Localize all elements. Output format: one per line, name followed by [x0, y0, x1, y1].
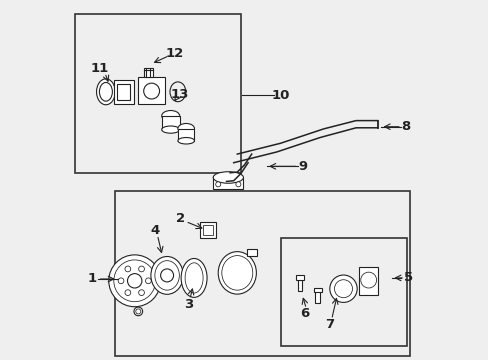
Bar — [115, 191, 409, 356]
Bar — [178, 129, 194, 141]
Circle shape — [118, 278, 123, 284]
Ellipse shape — [181, 258, 206, 297]
Text: 13: 13 — [170, 88, 188, 101]
Text: 7: 7 — [325, 318, 334, 331]
Circle shape — [139, 266, 144, 272]
Ellipse shape — [151, 256, 183, 294]
Bar — [138, 77, 165, 104]
Circle shape — [235, 182, 241, 187]
Bar — [117, 84, 130, 100]
Bar — [280, 238, 406, 346]
Bar — [75, 14, 241, 173]
Text: 8: 8 — [400, 120, 409, 133]
Text: 9: 9 — [298, 160, 307, 173]
Bar — [114, 80, 134, 104]
Bar — [143, 68, 152, 77]
Circle shape — [125, 290, 130, 296]
Ellipse shape — [162, 126, 179, 133]
Circle shape — [160, 269, 173, 282]
Circle shape — [108, 255, 160, 307]
Circle shape — [329, 275, 356, 302]
Bar — [315, 291, 319, 303]
Bar — [313, 288, 321, 292]
Text: 11: 11 — [90, 62, 109, 75]
Text: 5: 5 — [404, 271, 413, 284]
Ellipse shape — [178, 123, 194, 134]
Ellipse shape — [96, 79, 115, 105]
Bar — [246, 249, 257, 256]
Bar — [213, 177, 243, 189]
Text: 12: 12 — [165, 47, 184, 60]
Text: 3: 3 — [183, 298, 193, 311]
Circle shape — [134, 307, 142, 316]
Text: 4: 4 — [150, 224, 160, 237]
Bar — [298, 279, 302, 291]
Text: 1: 1 — [88, 273, 97, 285]
Circle shape — [127, 274, 142, 288]
Bar — [200, 222, 215, 238]
Bar — [358, 267, 378, 295]
Circle shape — [125, 266, 130, 272]
Text: 10: 10 — [271, 89, 289, 102]
Ellipse shape — [162, 111, 179, 121]
Ellipse shape — [213, 172, 243, 183]
Ellipse shape — [218, 252, 256, 294]
Bar — [296, 275, 304, 280]
Text: 2: 2 — [176, 212, 184, 225]
Circle shape — [145, 278, 151, 284]
Bar — [203, 225, 212, 235]
Circle shape — [139, 290, 144, 296]
Ellipse shape — [178, 138, 194, 144]
Bar — [162, 116, 179, 130]
Text: 6: 6 — [300, 307, 309, 320]
Circle shape — [215, 182, 220, 187]
